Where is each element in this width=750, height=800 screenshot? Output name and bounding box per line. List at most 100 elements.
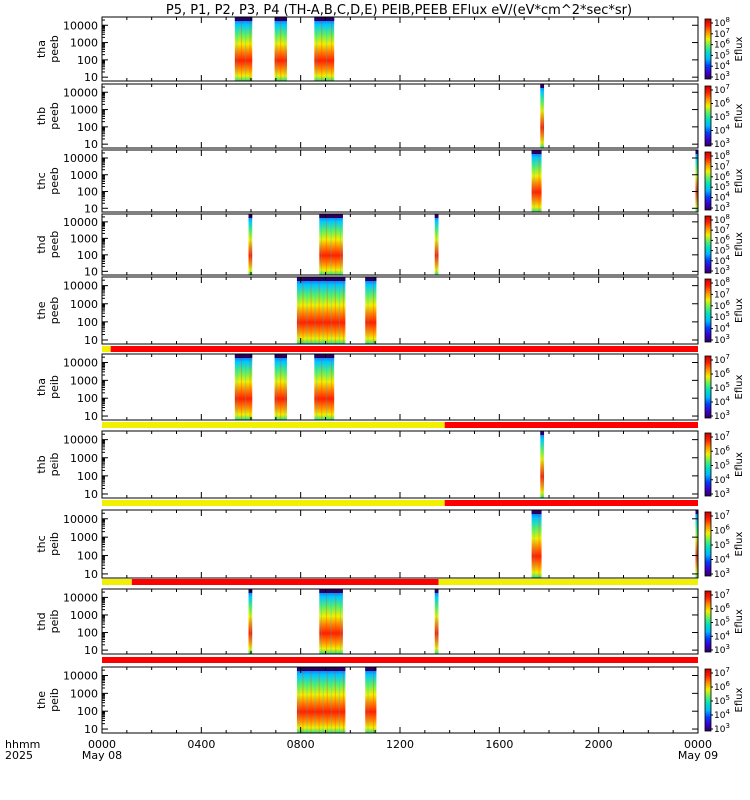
mode-bar-segment [444, 500, 698, 506]
y-tick-label: 100 [77, 627, 98, 640]
panel-label-probe: thb [35, 455, 48, 473]
panel-label-probe: the [35, 301, 48, 319]
colorbar-tick-label: 106 [714, 524, 730, 537]
spectrogram-top-edge [314, 17, 335, 21]
colorbar-tick-label: 104 [714, 124, 730, 137]
colorbar-label: Eflux [734, 103, 745, 128]
spectrogram-top-edge [365, 667, 377, 671]
spectrogram-top-edge [319, 589, 343, 593]
colorbar-tick-label: 104 [714, 629, 730, 642]
panel-label-probe: thc [35, 172, 48, 189]
panel-label-probe: thc [35, 535, 48, 552]
x-tick-label: 0000 [88, 738, 116, 751]
colorbar-tick-label: 105 [714, 110, 730, 123]
colorbar [704, 278, 712, 343]
panel-frame [101, 149, 699, 213]
y-tick-label: 10000 [63, 86, 98, 99]
y-tick-label: 10000 [63, 513, 98, 526]
y-tick-label: 10 [84, 644, 98, 657]
y-tick-label: 100 [77, 550, 98, 563]
y-tick-label: 10000 [63, 434, 98, 447]
panel-frame [101, 83, 699, 149]
y-tick-label: 1000 [70, 687, 98, 700]
spectrogram-block [540, 431, 545, 498]
y-tick-label: 100 [77, 121, 98, 134]
spectrogram-block [248, 214, 253, 275]
x-tick-label: 1200 [386, 738, 414, 751]
colorbar-label: Eflux [734, 232, 745, 257]
y-tick-label: 1000 [70, 531, 98, 544]
panel-label-product: peeb [48, 35, 61, 63]
spectrogram-block [274, 354, 288, 420]
panel-label-probe: tha [35, 40, 48, 58]
colorbar-tick-label: 107 [714, 430, 730, 443]
y-tick-label: 100 [77, 249, 98, 262]
colorbar-tick-label: 106 [714, 680, 730, 693]
colorbar-tick-label: 107 [714, 353, 730, 366]
y-tick-label: 1000 [70, 104, 98, 117]
panel-label-probe: thd [35, 235, 48, 253]
spectrogram-block [319, 589, 343, 654]
spectrogram-block [248, 589, 253, 654]
colorbar-tick-label: 107 [714, 666, 730, 679]
spectrogram-block [234, 354, 253, 420]
panel-label-product: peeb [48, 297, 61, 325]
mode-bar-segment [444, 422, 698, 428]
colorbar-label: Eflux [734, 452, 745, 477]
y-tick-label: 10000 [63, 152, 98, 165]
spectrogram-block [531, 510, 542, 578]
colorbar-tick-label: 106 [714, 602, 730, 615]
panel-label-product: peeb [48, 167, 61, 195]
y-tick-label: 1000 [70, 374, 98, 387]
y-tick-label: 10000 [63, 19, 98, 32]
colorbar-label: Eflux [734, 298, 745, 323]
y-tick-label: 100 [77, 54, 98, 67]
spectrogram-top-edge [274, 354, 288, 358]
colorbar-tick-label: 105 [714, 459, 730, 472]
spectrogram-top-edge [296, 667, 346, 671]
panel-frame [101, 353, 699, 421]
panel-label-product: peib [48, 453, 61, 477]
colorbar-tick-label: 107 [714, 509, 730, 522]
y-tick-label: 10 [84, 265, 98, 278]
y-tick-label: 10 [84, 410, 98, 423]
colorbar [704, 432, 712, 497]
mode-bar-segment [438, 579, 698, 585]
spectrogram-top-edge [531, 510, 542, 514]
spectrogram-block [314, 354, 335, 420]
spectrogram-top-edge [434, 214, 439, 218]
spectrogram-block [296, 277, 346, 344]
panel-label-probe: thb [35, 107, 48, 125]
colorbar-tick-label: 107 [714, 588, 730, 601]
y-tick-label: 1000 [70, 37, 98, 50]
mode-bar-segment [102, 500, 445, 506]
y-tick-label: 100 [77, 705, 98, 718]
spectrogram-block [296, 667, 346, 733]
colorbar-tick-label: 104 [714, 473, 730, 486]
spectrogram-block [274, 17, 288, 81]
colorbar-tick-label: 107 [714, 83, 730, 96]
spectrogram-top-edge [531, 150, 542, 154]
panel-frame [101, 666, 699, 734]
y-tick-label: 10 [84, 334, 98, 347]
colorbar [704, 355, 712, 419]
y-tick-label: 1000 [70, 452, 98, 465]
panel-label-probe: thd [35, 612, 48, 630]
spectrogram-top-edge [540, 84, 545, 88]
panel-frame [101, 430, 699, 499]
x-axis-row1-label: hhmm [5, 738, 40, 751]
spectrogram-top-edge [234, 17, 253, 21]
colorbar-tick-label: 106 [714, 444, 730, 457]
colorbar-tick-label: 103 [714, 409, 730, 422]
spectrogram-block [434, 589, 439, 654]
panel-frame [101, 16, 699, 82]
colorbar-tick-label: 103 [714, 722, 730, 735]
spectrogram-block [365, 667, 377, 733]
spectrogram-block [531, 150, 542, 212]
spectrogram-top-edge [365, 277, 377, 281]
